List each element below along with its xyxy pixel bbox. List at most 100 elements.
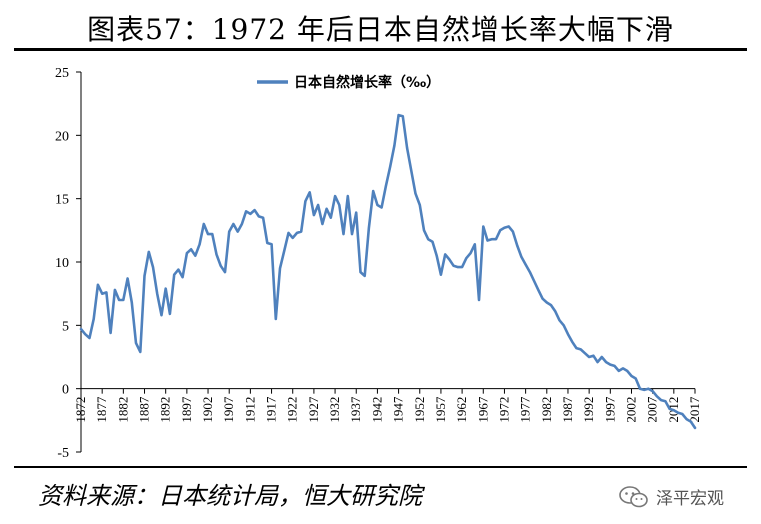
data-point xyxy=(537,289,539,291)
x-tick-label: 1902 xyxy=(200,397,215,423)
data-point xyxy=(287,232,290,234)
x-tick-label: 2017 xyxy=(687,396,702,423)
data-point xyxy=(681,413,683,415)
y-tick-label: 20 xyxy=(55,129,69,144)
data-point xyxy=(317,204,319,206)
data-point xyxy=(626,370,628,372)
x-tick-label: 2002 xyxy=(623,397,638,423)
data-point xyxy=(237,231,239,233)
data-point xyxy=(685,418,688,420)
data-point xyxy=(359,271,362,273)
data-point xyxy=(690,421,692,423)
data-point xyxy=(143,275,146,277)
data-point xyxy=(169,313,171,315)
source-note: 资料来源：日本统计局，恒大研究院 xyxy=(38,482,422,510)
data-point xyxy=(398,114,400,116)
data-point xyxy=(457,266,459,268)
data-point xyxy=(482,225,484,228)
data-point xyxy=(292,237,294,239)
data-point xyxy=(364,275,366,277)
data-point xyxy=(296,232,298,234)
x-tick-label: 1897 xyxy=(179,396,194,423)
data-point xyxy=(211,233,213,235)
x-tick-label: 1917 xyxy=(264,396,279,423)
data-point xyxy=(110,332,112,334)
data-point xyxy=(258,215,260,217)
data-point xyxy=(453,265,455,267)
y-tick-label: 5 xyxy=(62,319,69,334)
data-point xyxy=(215,253,218,255)
data-point xyxy=(605,361,607,363)
data-point xyxy=(368,227,370,229)
x-tick-label: 1877 xyxy=(94,396,109,423)
y-tick-label: 10 xyxy=(55,256,69,271)
data-point xyxy=(279,267,281,269)
data-point xyxy=(127,277,129,280)
data-point xyxy=(660,399,662,401)
data-point xyxy=(313,214,315,216)
data-point xyxy=(550,304,552,306)
footer-divider xyxy=(14,466,747,468)
data-point xyxy=(601,356,603,358)
data-point xyxy=(228,231,230,233)
data-point xyxy=(664,400,667,402)
data-point xyxy=(105,291,107,293)
data-point xyxy=(427,238,429,240)
data-point xyxy=(355,212,357,214)
data-point xyxy=(419,204,421,206)
data-point xyxy=(474,243,476,245)
data-point xyxy=(194,255,196,257)
data-point xyxy=(241,223,243,225)
data-point xyxy=(609,364,611,366)
data-point xyxy=(461,266,463,268)
data-point xyxy=(165,288,167,290)
data-point xyxy=(304,200,306,202)
data-point xyxy=(254,209,256,211)
x-tick-label: 1952 xyxy=(412,397,427,423)
x-tick-label: 1982 xyxy=(539,397,554,423)
series-layer xyxy=(79,113,697,430)
x-tick-label: 2007 xyxy=(645,396,660,423)
data-point xyxy=(262,217,264,219)
data-point xyxy=(114,289,116,291)
data-point xyxy=(148,251,150,253)
data-point xyxy=(190,248,192,250)
data-point xyxy=(385,185,387,187)
data-point xyxy=(669,408,671,410)
x-tick-label: 1887 xyxy=(137,396,152,423)
x-tick-label: 1997 xyxy=(602,396,617,423)
data-point xyxy=(558,319,561,321)
data-point xyxy=(122,299,124,301)
x-axis: 1872 1877 1882 1887 1892 1897 1902 1907 1912 1917… xyxy=(73,388,702,423)
data-point xyxy=(101,293,103,295)
data-point xyxy=(512,231,514,233)
data-point xyxy=(639,388,641,390)
data-point xyxy=(232,223,234,225)
data-point xyxy=(131,301,133,304)
series-line xyxy=(79,113,697,430)
data-point xyxy=(321,223,323,225)
data-point xyxy=(656,395,658,397)
data-point xyxy=(186,252,188,254)
data-point xyxy=(139,351,141,353)
data-point xyxy=(448,258,450,261)
data-point xyxy=(647,388,650,390)
data-point xyxy=(694,427,696,429)
legend-label: 日本自然增长率（‰） xyxy=(294,74,440,91)
watermark: 泽平宏观 xyxy=(618,484,724,509)
data-point xyxy=(592,355,595,357)
data-point xyxy=(423,229,425,231)
data-point xyxy=(516,244,518,247)
data-point xyxy=(152,266,154,268)
data-point xyxy=(542,298,544,300)
page-title: 图表57：1972 年后日本自然增长率大幅下滑 xyxy=(87,13,674,46)
y-tick-label: 25 xyxy=(55,66,69,81)
x-tick-label: 1957 xyxy=(433,396,448,423)
data-point xyxy=(156,293,158,295)
data-point xyxy=(588,356,590,358)
x-tick-label: 1992 xyxy=(581,397,596,423)
data-point xyxy=(342,233,345,235)
data-point xyxy=(486,239,489,242)
x-tick-label: 1922 xyxy=(285,397,300,423)
data-point xyxy=(508,225,510,228)
